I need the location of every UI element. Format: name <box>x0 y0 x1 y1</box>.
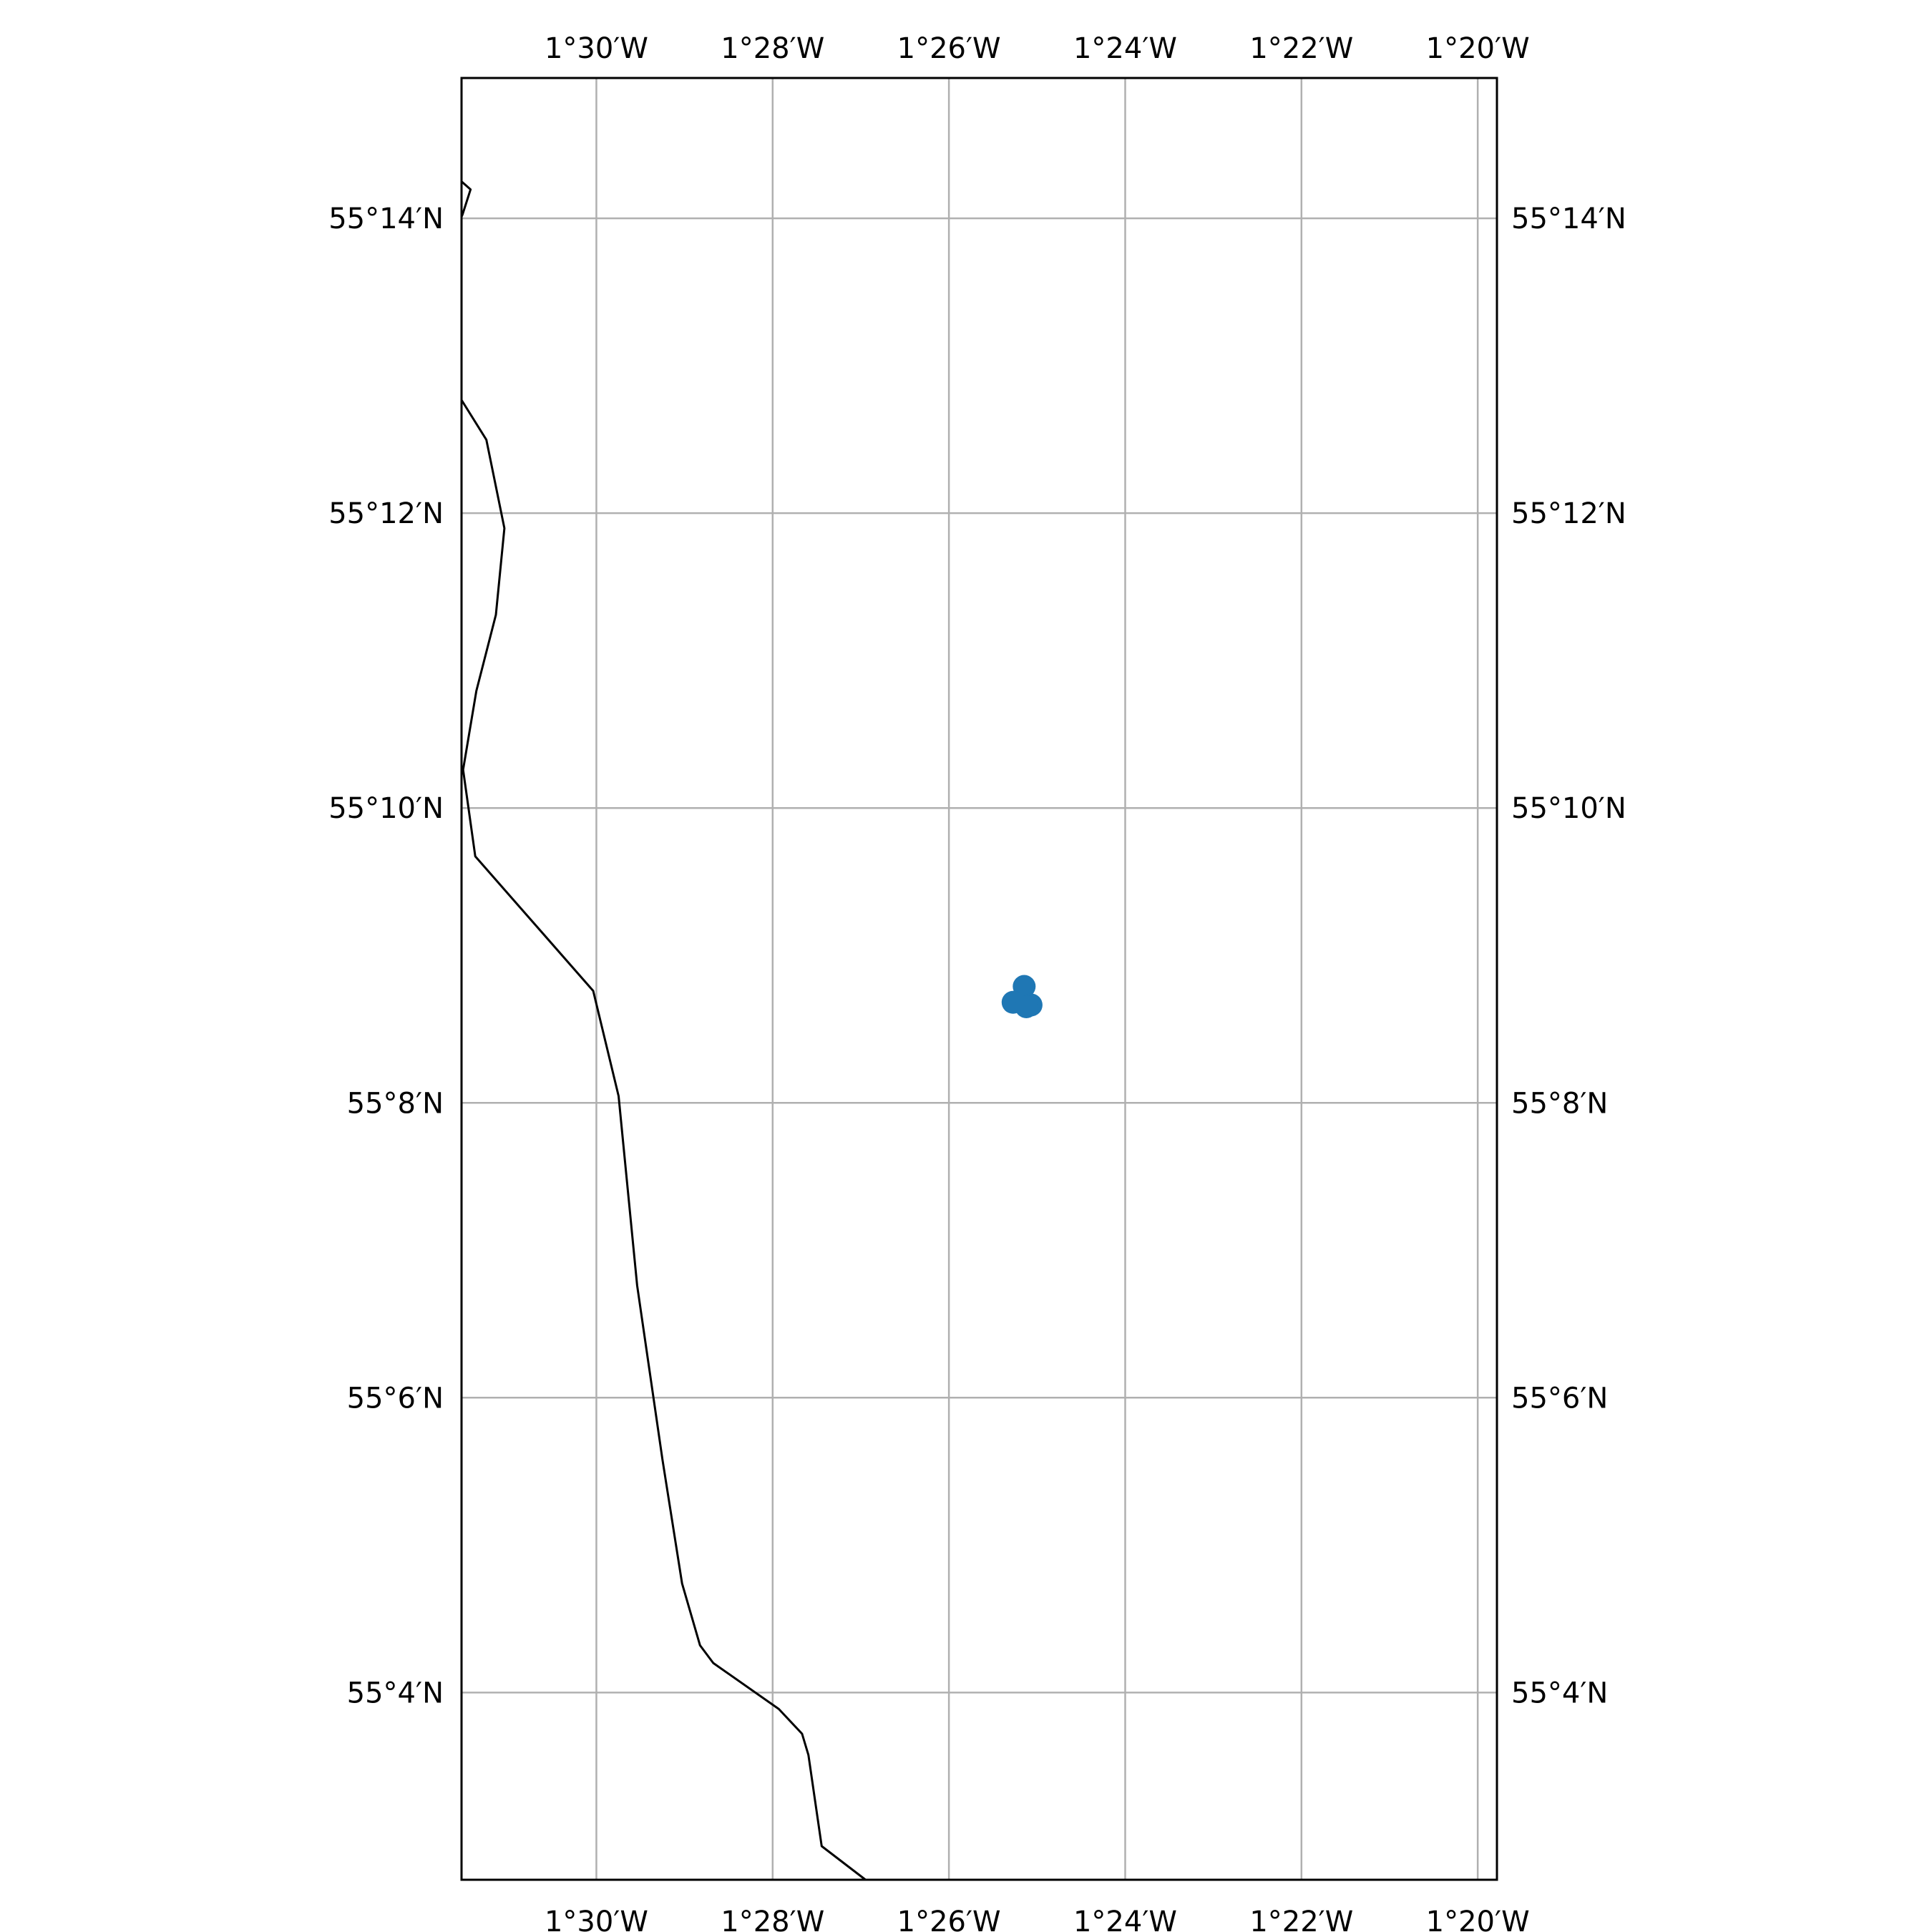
lat-tick-label-left: 55°12′N <box>328 497 444 530</box>
lon-tick-label-bottom: 1°30′W <box>545 1906 648 1932</box>
lat-tick-label-right: 55°4′N <box>1511 1677 1608 1709</box>
tick-labels: 1°30′W 1°30′W 1°28′W 1°28′W 1°26′W 1°26′W 1°24… <box>328 32 1626 1932</box>
lat-tick-label-right: 55°12′N <box>1511 497 1626 530</box>
lon-tick-label-top: 1°28′W <box>721 32 824 65</box>
lat-tick-label-left: 55°6′N <box>347 1382 444 1415</box>
lat-tick-label-right: 55°8′N <box>1511 1087 1608 1120</box>
lon-tick-label-top: 1°20′W <box>1426 32 1530 65</box>
lon-tick-label-bottom: 1°20′W <box>1426 1906 1530 1932</box>
lat-tick-label-left: 55°8′N <box>347 1087 444 1120</box>
lon-tick-label-bottom: 1°26′W <box>897 1906 1001 1932</box>
map-frame <box>460 77 1498 1881</box>
lon-tick-label-top: 1°30′W <box>545 32 648 65</box>
lat-tick-label-right: 55°10′N <box>1511 792 1626 825</box>
lon-tick-label-bottom: 1°22′W <box>1249 1906 1353 1932</box>
lon-tick-label-top: 1°26′W <box>897 32 1001 65</box>
data-points <box>1001 975 1043 1018</box>
lat-tick-label-right: 55°6′N <box>1511 1382 1608 1415</box>
lat-tick-label-left: 55°4′N <box>347 1677 444 1709</box>
lat-tick-label-left: 55°10′N <box>328 792 444 825</box>
data-point <box>1015 995 1038 1018</box>
graticule <box>462 78 1497 1880</box>
data-point <box>1013 975 1036 998</box>
lat-tick-label-left: 55°14′N <box>328 203 444 235</box>
lon-tick-label-bottom: 1°28′W <box>721 1906 824 1932</box>
lon-tick-label-top: 1°24′W <box>1073 32 1177 65</box>
lon-tick-label-top: 1°22′W <box>1249 32 1353 65</box>
lon-tick-label-bottom: 1°24′W <box>1073 1906 1177 1932</box>
lat-tick-label-right: 55°14′N <box>1511 203 1626 235</box>
coastline-segment <box>460 399 867 1881</box>
